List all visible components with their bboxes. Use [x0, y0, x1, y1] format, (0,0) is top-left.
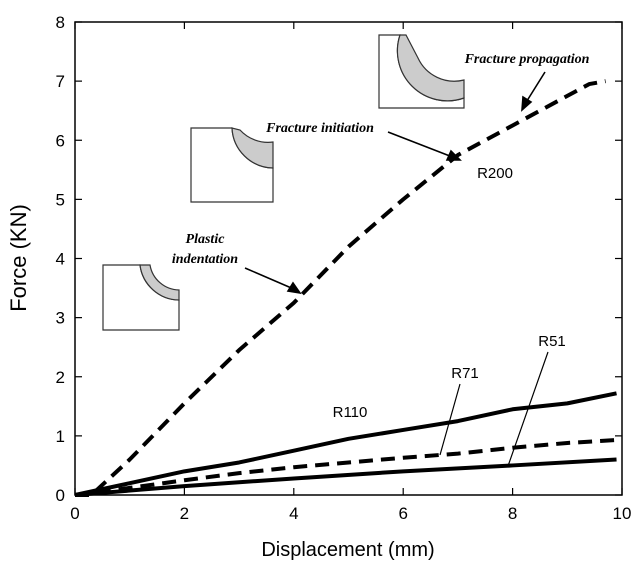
- y-tick-label: 5: [56, 190, 65, 209]
- leader-line: [439, 383, 461, 456]
- y-tick-label: 3: [56, 309, 65, 328]
- x-tick-label: 6: [398, 504, 407, 523]
- y-tick-label: 0: [56, 486, 65, 505]
- y-tick-label: 1: [56, 427, 65, 446]
- series-label: R200: [477, 165, 513, 182]
- series-label: R51: [538, 333, 566, 350]
- y-tick-label: 4: [56, 250, 65, 269]
- leader-line: [507, 351, 549, 467]
- y-tick-label: 8: [56, 13, 65, 32]
- x-tick-label: 8: [508, 504, 517, 523]
- x-tick-label: 0: [70, 504, 79, 523]
- x-tick-label: 4: [289, 504, 298, 523]
- inset-propagation: [378, 34, 465, 109]
- y-tick-label: 6: [56, 131, 65, 150]
- series-line: [74, 438, 617, 497]
- annotation: Plastic: [186, 232, 226, 247]
- inset-plastic: [102, 264, 180, 331]
- y-tick-label: 2: [56, 368, 65, 387]
- y-tick-label: 7: [56, 72, 65, 91]
- series-label: R110: [333, 404, 368, 421]
- series-label: R71: [451, 365, 479, 382]
- annotation: Fracture initiation: [265, 121, 374, 136]
- series-line: [74, 391, 617, 497]
- annotation: indentation: [172, 252, 238, 267]
- series-line: [74, 457, 617, 497]
- y-axis-label: Force (KN): [6, 204, 31, 312]
- annotation: Fracture propagation: [464, 52, 590, 67]
- inset-initiation: [190, 127, 274, 203]
- x-axis-label: Displacement (mm): [261, 539, 434, 561]
- x-tick-label: 10: [613, 504, 631, 523]
- x-tick-label: 2: [180, 504, 189, 523]
